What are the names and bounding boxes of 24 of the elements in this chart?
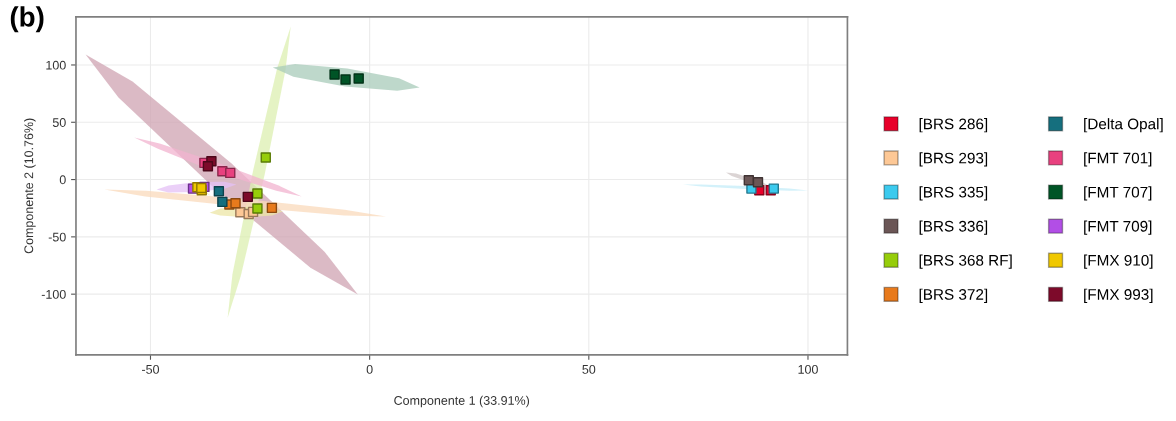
legend-label: [BRS 336] — [919, 220, 988, 235]
y-axis-title: Componente 2 (10.76%) — [24, 118, 36, 254]
legend-label: [BRS 286] — [919, 118, 988, 133]
x-tick-label: 100 — [798, 364, 818, 374]
chart-title: (b) — [10, 6, 44, 33]
legend-label: [FMT 707] — [1084, 186, 1152, 201]
legend-label: [FMT 709] — [1084, 220, 1152, 235]
y-tick-label: 50 — [52, 118, 66, 127]
y-tick-label: -50 — [48, 232, 66, 242]
legend-label: [FMX 910] — [1084, 254, 1153, 269]
legend-label: [FMX 993] — [1084, 288, 1153, 303]
y-tick-label: -100 — [41, 289, 66, 299]
legend-label: [BRS 368 RF] — [919, 254, 1012, 269]
legend-label: [BRS 372] — [919, 288, 988, 303]
x-tick-label: 0 — [366, 364, 373, 374]
y-tick-label: 100 — [46, 60, 66, 70]
legend-label: [Delta Opal] — [1084, 118, 1163, 133]
x-tick-label: -50 — [142, 364, 160, 374]
y-tick-label: 0 — [59, 175, 66, 185]
legend-label: [BRS 335] — [919, 186, 988, 201]
legend-label: [FMT 701] — [1084, 152, 1152, 167]
x-tick-label: 50 — [582, 364, 596, 374]
legend-label: [BRS 293] — [919, 152, 988, 167]
x-axis-title: Componente 1 (33.91%) — [394, 395, 530, 408]
